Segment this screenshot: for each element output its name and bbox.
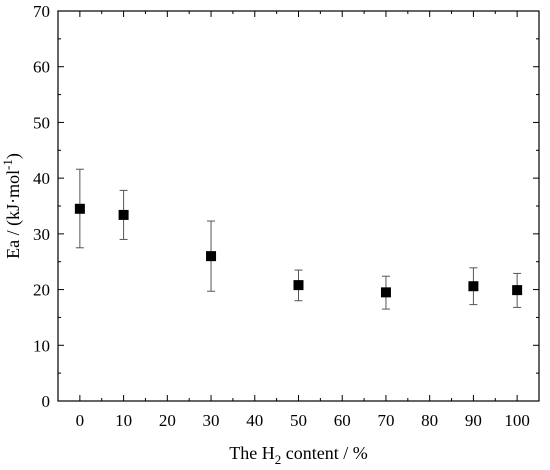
y-axis-title-suffix: ) xyxy=(3,153,24,159)
y-axis-title-superscript: -1 xyxy=(0,159,15,170)
y-axis-title: Ea / (kJ·mol-1) xyxy=(0,153,24,259)
plot-frame xyxy=(57,10,540,402)
data-point xyxy=(380,287,391,298)
y-tick-label: 40 xyxy=(33,169,50,188)
data-point xyxy=(468,281,479,292)
data-point xyxy=(74,203,85,214)
y-tick-label: 60 xyxy=(33,58,50,77)
x-axis-title: The H2 content / % xyxy=(229,443,367,467)
y-tick-label: 0 xyxy=(42,392,51,411)
x-axis-title-subscript: 2 xyxy=(275,452,282,467)
x-tick-label: 90 xyxy=(465,411,482,430)
data-point xyxy=(206,251,217,262)
y-axis-title-prefix: Ea / (kJ·mol xyxy=(3,170,24,259)
ticks: 0 10 20 30 40 50 60 70 80 90 100 0 10 20 30 40 50 60 70 xyxy=(33,2,539,430)
x-axis-title-prefix: The H xyxy=(229,443,274,463)
x-tick-label: 40 xyxy=(246,411,263,430)
x-tick-label: 80 xyxy=(421,411,438,430)
x-tick-label: 10 xyxy=(115,411,132,430)
y-tick-label: 20 xyxy=(33,281,50,300)
data-point xyxy=(512,285,523,296)
y-tick-label: 30 xyxy=(33,225,50,244)
y-tick-label: 10 xyxy=(33,336,50,355)
x-axis-title-suffix: content / % xyxy=(281,443,367,463)
data-point xyxy=(293,280,304,291)
y-tick-label: 70 xyxy=(33,2,50,21)
x-tick-label: 70 xyxy=(377,411,394,430)
x-tick-label: 0 xyxy=(76,411,85,430)
x-tick-label: 30 xyxy=(203,411,220,430)
y-tick-label: 50 xyxy=(33,113,50,132)
axes xyxy=(57,10,540,402)
x-tick-label: 100 xyxy=(504,411,530,430)
x-tick-label: 20 xyxy=(159,411,176,430)
data-point xyxy=(118,209,129,220)
data-layer xyxy=(74,168,523,310)
x-tick-label: 50 xyxy=(290,411,307,430)
x-tick-label: 60 xyxy=(334,411,351,430)
